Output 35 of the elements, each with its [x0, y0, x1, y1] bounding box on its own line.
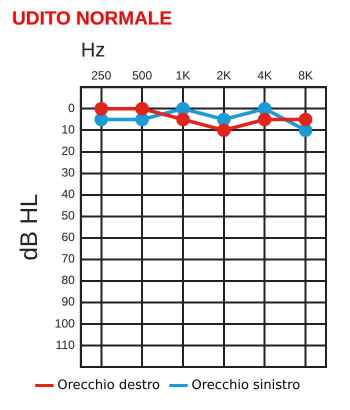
- point: [94, 102, 108, 116]
- y-tick-label: 0: [68, 101, 76, 116]
- point: [258, 102, 272, 116]
- y-tick-label: 40: [61, 187, 76, 202]
- point: [217, 123, 231, 137]
- chart-title: UDITO NORMALE: [12, 8, 172, 30]
- y-tick-label: 90: [61, 294, 76, 309]
- legend-label: Orecchio sinistro: [192, 378, 300, 393]
- legend-label: Orecchio destro: [57, 378, 160, 393]
- point: [258, 112, 272, 126]
- y-tick-label: 10: [61, 122, 76, 137]
- y-tick-label: 30: [61, 166, 76, 180]
- x-tick-label: 250: [91, 68, 112, 82]
- y-tick-label: 50: [61, 208, 76, 223]
- x-tick-label: 8K: [298, 68, 313, 82]
- y-axis-title: dB HL: [16, 194, 44, 260]
- y-tick-label: 110: [56, 338, 76, 352]
- y-tick-label: 70: [61, 252, 76, 266]
- point: [94, 112, 108, 126]
- point: [176, 102, 190, 116]
- x-tick-label: 1K: [176, 68, 190, 82]
- point: [135, 102, 149, 116]
- y-tick-label: 100: [54, 316, 76, 330]
- x-tick-label: 2K: [216, 68, 232, 82]
- x-tick-label: 500: [132, 68, 152, 82]
- point: [176, 112, 190, 126]
- x-tick-label: 4K: [257, 68, 272, 82]
- point: [217, 112, 231, 126]
- point: [135, 112, 149, 126]
- y-tick-label: 20: [61, 144, 76, 158]
- y-tick-label: 60: [61, 230, 76, 244]
- x-axis-title: Hz: [80, 39, 106, 62]
- y-tick-label: 80: [61, 273, 76, 288]
- point: [298, 123, 312, 137]
- point: [298, 112, 312, 126]
